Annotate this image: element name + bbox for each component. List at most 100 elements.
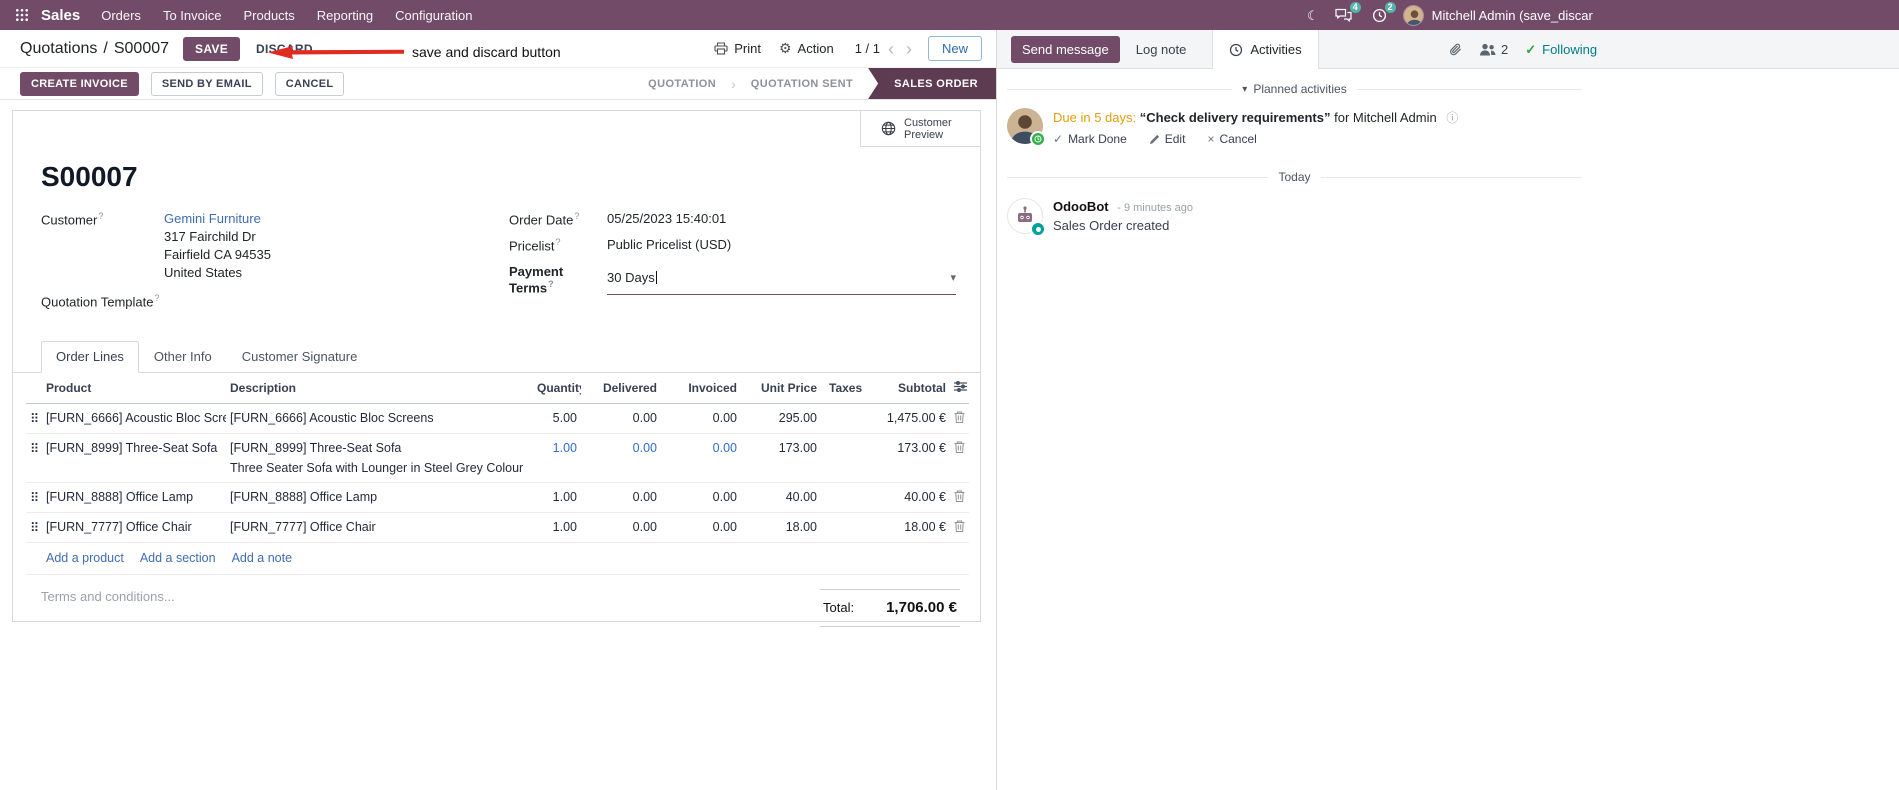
- optional-columns-button[interactable]: [950, 373, 969, 405]
- column-invoiced: Invoiced: [661, 373, 741, 405]
- terms-placeholder[interactable]: Terms and conditions...: [41, 589, 175, 605]
- stage-quotation-sent[interactable]: QUOTATION SENT: [750, 77, 854, 90]
- tab-order-lines[interactable]: Order Lines: [41, 341, 139, 374]
- cell-delivered[interactable]: 0.00: [581, 433, 661, 484]
- cell-description[interactable]: [FURN_8888] Office Lamp: [226, 482, 533, 514]
- tab-customer-signature[interactable]: Customer Signature: [241, 349, 358, 365]
- help-marker: ?: [548, 278, 554, 289]
- cell-product[interactable]: [FURN_7777] Office Chair: [42, 512, 226, 544]
- dropdown-caret-icon[interactable]: ▾: [950, 271, 956, 284]
- drag-handle-icon[interactable]: ⠿: [26, 512, 42, 544]
- drag-handle-icon[interactable]: ⠿: [26, 403, 42, 435]
- activity-item: Due in 5 days: “Check delivery requireme…: [1007, 108, 1582, 147]
- delete-line-button[interactable]: [950, 403, 969, 435]
- message-author[interactable]: OdooBot: [1053, 199, 1109, 214]
- menu-products[interactable]: Products: [243, 7, 295, 23]
- edit-activity-button[interactable]: Edit: [1149, 132, 1185, 146]
- cell-delivered[interactable]: 0.00: [581, 482, 661, 514]
- add-section-link[interactable]: Add a section: [139, 551, 216, 566]
- cell-delivered[interactable]: 0.00: [581, 403, 661, 435]
- moon-icon[interactable]: ☾: [1307, 7, 1319, 23]
- planned-activities-header[interactable]: ▾ Planned activities: [1007, 82, 1582, 96]
- stage-quotation[interactable]: QUOTATION: [648, 77, 717, 90]
- mess​ages-icon[interactable]: 4: [1335, 2, 1361, 22]
- delete-line-button[interactable]: [950, 512, 969, 544]
- payment-terms-field[interactable]: 30 Days ▾: [607, 264, 956, 295]
- action-button[interactable]: ⚙ Action: [770, 36, 843, 61]
- cell-invoiced[interactable]: 0.00: [661, 403, 741, 435]
- cell-description[interactable]: [FURN_6666] Acoustic Bloc Screens: [226, 403, 533, 435]
- new-button[interactable]: New: [927, 36, 982, 61]
- activities-tab[interactable]: Activities: [1212, 30, 1319, 69]
- robot-icon: [1018, 206, 1032, 222]
- delete-line-button[interactable]: [950, 482, 969, 514]
- activities-clock-icon[interactable]: 2: [1372, 1, 1396, 23]
- drag-handle-icon[interactable]: ⠿: [26, 433, 42, 484]
- following-button[interactable]: ✓ Following: [1525, 41, 1598, 58]
- pager-next-icon[interactable]: ›: [905, 38, 912, 59]
- cell-unit-price[interactable]: 18.00: [741, 512, 821, 544]
- menu-orders[interactable]: Orders: [101, 7, 141, 23]
- customer-link[interactable]: Gemini Furniture: [164, 211, 261, 226]
- cell-quantity[interactable]: 1.00: [533, 512, 581, 544]
- cancel-button[interactable]: CANCEL: [274, 71, 345, 96]
- total-label: Total:: [823, 600, 855, 616]
- info-icon[interactable]: ⓘ: [1446, 111, 1459, 125]
- record-title[interactable]: S00007: [41, 161, 138, 192]
- followers-button[interactable]: 2: [1479, 42, 1508, 57]
- total-amount: 1,706.00 €: [886, 599, 957, 617]
- cell-taxes[interactable]: [821, 403, 879, 435]
- column-product: Product: [42, 373, 226, 405]
- create-invoice-button[interactable]: CREATE INVOICE: [20, 71, 139, 96]
- cell-invoiced[interactable]: 0.00: [661, 512, 741, 544]
- attach-files-button[interactable]: [1449, 43, 1462, 57]
- cell-product[interactable]: [FURN_8888] Office Lamp: [42, 482, 226, 514]
- add-note-link[interactable]: Add a note: [231, 551, 293, 566]
- pager-previous-icon[interactable]: ‹: [887, 38, 894, 59]
- user-menu[interactable]: Mitchell Admin (save_discar: [1431, 7, 1593, 23]
- apps-grid-icon[interactable]: [10, 8, 34, 22]
- customer-preview-button[interactable]: Customer Preview: [860, 111, 980, 147]
- menu-configuration[interactable]: Configuration: [395, 7, 473, 23]
- cell-product[interactable]: [FURN_8999] Three-Seat Sofa: [42, 433, 226, 484]
- cell-delivered[interactable]: 0.00: [581, 512, 661, 544]
- text-cursor: [655, 270, 657, 284]
- menu-to-invoice[interactable]: To Invoice: [162, 7, 222, 23]
- breadcrumb-quotations[interactable]: Quotations: [20, 39, 98, 57]
- send-by-email-button[interactable]: SEND BY EMAIL: [150, 71, 263, 96]
- tab-other-info[interactable]: Other Info: [153, 349, 212, 365]
- cell-description[interactable]: [FURN_7777] Office Chair: [226, 512, 533, 544]
- stage-sales-order[interactable]: SALES ORDER: [868, 68, 996, 99]
- print-button[interactable]: Print: [705, 36, 770, 61]
- cell-quantity[interactable]: 1.00: [533, 433, 581, 484]
- cancel-activity-button[interactable]: × Cancel: [1207, 132, 1257, 146]
- cell-unit-price[interactable]: 173.00: [741, 433, 821, 484]
- pricelist-field[interactable]: Public Pricelist (USD): [607, 237, 732, 253]
- delete-line-button[interactable]: [950, 433, 969, 484]
- mark-done-button[interactable]: ✓ Mark Done: [1053, 132, 1127, 146]
- cell-taxes[interactable]: [821, 482, 879, 514]
- save-button[interactable]: SAVE: [183, 36, 241, 61]
- menu-reporting[interactable]: Reporting: [316, 7, 374, 23]
- control-panel: Quotations / S00007 SAVE DISCARD save an…: [0, 30, 996, 68]
- discard-button[interactable]: DISCARD: [248, 38, 321, 60]
- cell-unit-price[interactable]: 40.00: [741, 482, 821, 514]
- add-product-link[interactable]: Add a product: [46, 551, 124, 566]
- cell-product[interactable]: [FURN_6666] Acoustic Bloc Screens: [42, 403, 226, 435]
- column-delivered: Delivered: [581, 373, 661, 405]
- cell-invoiced[interactable]: 0.00: [661, 482, 741, 514]
- cell-quantity[interactable]: 5.00: [533, 403, 581, 435]
- help-marker: ?: [555, 237, 561, 248]
- cell-taxes[interactable]: [821, 512, 879, 544]
- order-date-field[interactable]: 05/25/2023 15:40:01: [607, 211, 727, 226]
- app-name[interactable]: Sales: [41, 6, 81, 24]
- cell-description[interactable]: [FURN_8999] Three-Seat Sofa Three Seater…: [226, 433, 533, 484]
- user-avatar[interactable]: [1402, 4, 1424, 26]
- cell-quantity[interactable]: 1.00: [533, 482, 581, 514]
- cell-taxes[interactable]: [821, 433, 879, 484]
- send-message-button[interactable]: Send message: [1011, 35, 1120, 63]
- drag-handle-icon[interactable]: ⠿: [26, 482, 42, 514]
- cell-invoiced[interactable]: 0.00: [661, 433, 741, 484]
- cell-unit-price[interactable]: 295.00: [741, 403, 821, 435]
- log-note-button[interactable]: Log note: [1126, 36, 1197, 63]
